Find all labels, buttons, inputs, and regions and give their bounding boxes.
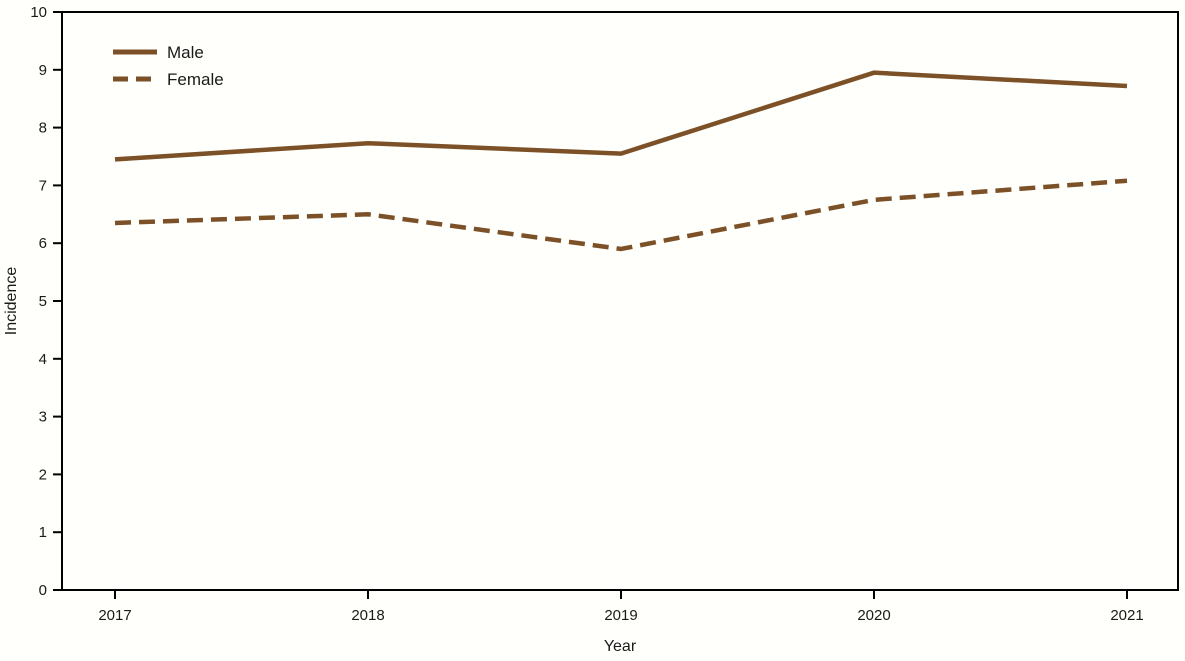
x-tick-label: 2018 — [351, 607, 384, 624]
y-tick-label: 7 — [39, 177, 47, 194]
x-axis: 2017 2018 2019 2020 2021 — [98, 590, 1144, 624]
y-tick-label: 0 — [39, 582, 47, 599]
y-tick-label: 1 — [39, 524, 47, 541]
y-axis: 0 1 2 3 4 5 6 7 8 9 10 — [30, 4, 62, 599]
y-axis-title: Incidence — [3, 267, 20, 336]
y-tick-label: 4 — [39, 351, 47, 368]
legend: Male Female — [113, 43, 224, 89]
y-tick-label: 9 — [39, 62, 47, 79]
series-line-male — [114, 70, 1128, 162]
x-tick-label: 2021 — [1110, 607, 1143, 624]
plot-frame — [61, 11, 1179, 591]
y-tick-label: 6 — [39, 235, 47, 252]
y-tick-label: 3 — [39, 409, 47, 426]
y-tick-label: 5 — [39, 293, 47, 310]
series-line-female — [114, 178, 1128, 252]
x-tick-label: 2020 — [857, 607, 890, 624]
y-tick-label: 2 — [39, 466, 47, 483]
legend-label-female: Female — [167, 70, 224, 89]
x-axis-title: Year — [604, 638, 637, 655]
y-tick-label: 10 — [30, 4, 47, 21]
x-tick-label: 2019 — [604, 607, 637, 624]
legend-label-male: Male — [167, 43, 204, 62]
y-tick-label: 8 — [39, 120, 47, 137]
x-tick-label: 2017 — [98, 607, 131, 624]
